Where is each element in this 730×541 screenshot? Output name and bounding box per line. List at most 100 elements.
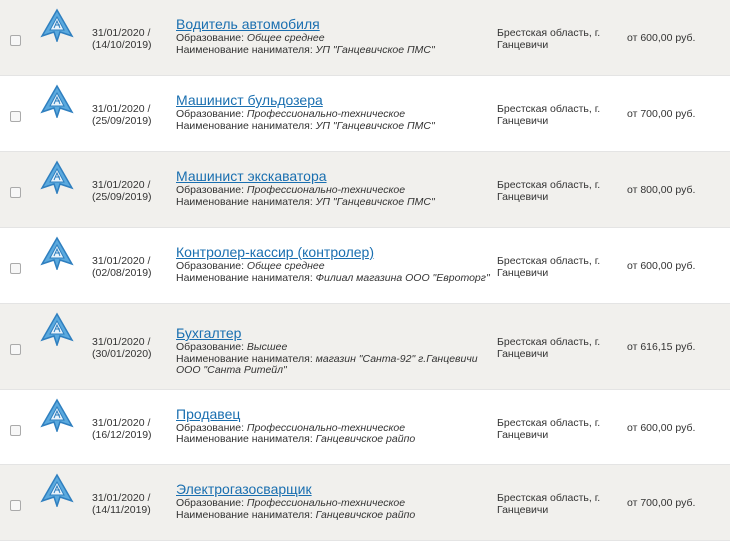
salary: от 700,00 руб.: [627, 497, 696, 509]
employer: Наименование нанимателя: УП "Ганцевичско…: [176, 43, 496, 57]
vacancy-row: 31/01/2020 /(14/10/2019) Водитель автомо…: [0, 0, 730, 76]
original-date: (02/08/2019): [92, 267, 152, 279]
salary: от 600,00 руб.: [627, 32, 696, 44]
employer: Наименование нанимателя: УП "Ганцевичско…: [176, 119, 496, 133]
published-date: 31/01/2020 /: [92, 103, 151, 115]
select-checkbox[interactable]: [10, 187, 21, 198]
employer-value: УП "Ганцевичское ПМС": [315, 195, 435, 208]
employer: Наименование нанимателя: Ганцевичское ра…: [176, 508, 496, 522]
education-label: Образование:: [176, 184, 247, 196]
date: 31/01/2020 /(30/01/2020): [92, 336, 152, 360]
location: Брестская область, г. Ганцевичи: [497, 492, 601, 516]
select-checkbox[interactable]: [10, 35, 21, 46]
education-value: Профессионально-техническое: [246, 184, 406, 196]
vacancy-row: 31/01/2020 /(02/08/2019) Контролер-касси…: [0, 228, 730, 304]
education-value: Высшее: [246, 341, 288, 353]
date: 31/01/2020 /(14/11/2019): [92, 492, 151, 516]
published-date: 31/01/2020 /: [92, 416, 151, 429]
select-checkbox[interactable]: [10, 111, 21, 122]
select-checkbox[interactable]: [10, 263, 21, 274]
vacancy-title-link[interactable]: Машинист бульдозера: [176, 92, 323, 108]
original-date: (25/09/2019): [92, 191, 152, 203]
vacancy-info: Машинист экскаватора Образование: Профес…: [176, 168, 496, 208]
vacancy-title-link[interactable]: Электрогазосварщик: [176, 481, 312, 497]
employer: Наименование нанимателя: магазин "Санта-…: [176, 352, 496, 366]
employer: Наименование нанимателя: Ганцевичское ра…: [176, 433, 496, 446]
education: Образование: Общее среднее: [176, 260, 496, 273]
vacancy-info: Машинист бульдозера Образование: Професс…: [176, 92, 496, 132]
location: Брестская область, г. Ганцевичи: [497, 255, 601, 279]
date: 31/01/2020 /(16/12/2019): [92, 417, 152, 441]
employer-value: УП "Ганцевичское ПМС": [315, 119, 435, 132]
employer-label: Наименование нанимателя:: [176, 352, 316, 365]
vacancy-title-link[interactable]: Контролер-кассир (контролер): [176, 244, 375, 260]
original-date: (30/01/2020): [92, 348, 152, 360]
salary: от 600,00 руб.: [627, 260, 696, 272]
education-value: Профессионально-техническое: [246, 108, 406, 120]
education-label: Образование:: [176, 260, 247, 272]
education-label: Образование:: [176, 421, 247, 434]
education-value: Профессионально-техническое: [246, 497, 406, 509]
vacancy-row: 31/01/2020 /(25/09/2019) Машинист экскав…: [0, 152, 730, 228]
employment-service-logo-icon: [40, 160, 74, 194]
date: 31/01/2020 /(14/10/2019): [92, 27, 152, 51]
education-value: Общее среднее: [246, 260, 325, 272]
date: 31/01/2020 /(25/09/2019): [92, 103, 152, 127]
location: Брестская область, г. Ганцевичи: [497, 27, 601, 51]
employer-value: магазин "Санта-92" г.Ганцевичи: [315, 352, 478, 365]
education-label: Образование:: [176, 108, 247, 120]
employer-label: Наименование нанимателя:: [176, 195, 316, 208]
vacancy-title-link[interactable]: Продавец: [176, 405, 241, 422]
employment-service-logo-icon: [40, 312, 74, 346]
employer-label: Наименование нанимателя:: [176, 43, 316, 56]
vacancy-title-link[interactable]: Водитель автомобиля: [176, 16, 320, 32]
employer-label: Наименование нанимателя:: [176, 271, 316, 284]
published-date: 31/01/2020 /: [92, 255, 151, 267]
original-date: (25/09/2019): [92, 115, 152, 127]
education: Образование: Профессионально-техническое: [176, 108, 496, 121]
education-label: Образование:: [176, 32, 247, 44]
employer-value: Филиал магазина ООО "Евроторг": [315, 271, 490, 284]
education-label: Образование:: [176, 497, 247, 509]
employer-label: Наименование нанимателя:: [176, 119, 316, 132]
vacancy-row: 31/01/2020 /(14/11/2019) Электрогазосвар…: [0, 465, 730, 541]
vacancy-title-link[interactable]: Машинист экскаватора: [176, 168, 327, 184]
location: Брестская область, г. Ганцевичи: [497, 103, 601, 127]
published-date: 31/01/2020 /: [92, 179, 151, 191]
vacancy-row: 31/01/2020 /(30/01/2020) Бухгалтер Образ…: [0, 304, 730, 390]
employer-label: Наименование нанимателя:: [176, 433, 316, 445]
select-checkbox[interactable]: [10, 344, 21, 355]
employer: Наименование нанимателя: Филиал магазина…: [176, 271, 496, 285]
education: Образование: Профессионально-техническое: [176, 421, 496, 435]
date: 31/01/2020 /(02/08/2019): [92, 255, 152, 279]
education: Образование: Общее среднее: [176, 32, 496, 45]
select-checkbox[interactable]: [10, 500, 21, 511]
employer-value: Ганцевичское райпо: [315, 433, 416, 445]
vacancy-info: Бухгалтер Образование: Высшее Наименован…: [176, 325, 496, 377]
education: Образование: Профессионально-техническое: [176, 497, 496, 510]
employment-service-logo-icon: [40, 398, 74, 432]
education-value: Профессионально-техническое: [246, 421, 406, 434]
vacancy-info: Электрогазосварщик Образование: Професси…: [176, 481, 496, 521]
employment-service-logo-icon: [40, 473, 74, 507]
vacancy-title-link[interactable]: Бухгалтер: [176, 325, 242, 341]
select-checkbox[interactable]: [10, 424, 21, 436]
salary: от 800,00 руб.: [627, 184, 696, 196]
employment-service-logo-icon: [40, 8, 74, 42]
salary: от 600,00 руб.: [627, 421, 696, 434]
published-date: 31/01/2020 /: [92, 492, 151, 504]
employer: Наименование нанимателя: УП "Ганцевичско…: [176, 195, 496, 209]
vacancy-row: 31/01/2020 /(25/09/2019) Машинист бульдо…: [0, 76, 730, 152]
employer-value: Ганцевичское райпо: [315, 508, 416, 521]
education-label: Образование:: [176, 341, 247, 353]
salary: от 700,00 руб.: [627, 108, 696, 120]
employment-service-logo-icon: [40, 84, 74, 118]
employer-value: УП "Ганцевичское ПМС": [315, 43, 435, 56]
date: 31/01/2020 /(25/09/2019): [92, 179, 152, 203]
published-date: 31/01/2020 /: [92, 27, 151, 39]
vacancy-info: Продавец Образование: Профессионально-те…: [176, 406, 496, 446]
vacancy-info: Контролер-кассир (контролер) Образование…: [176, 244, 496, 284]
vacancy-info: Водитель автомобиля Образование: Общее с…: [176, 16, 496, 56]
location: Брестская область, г. Ганцевичи: [497, 416, 601, 441]
